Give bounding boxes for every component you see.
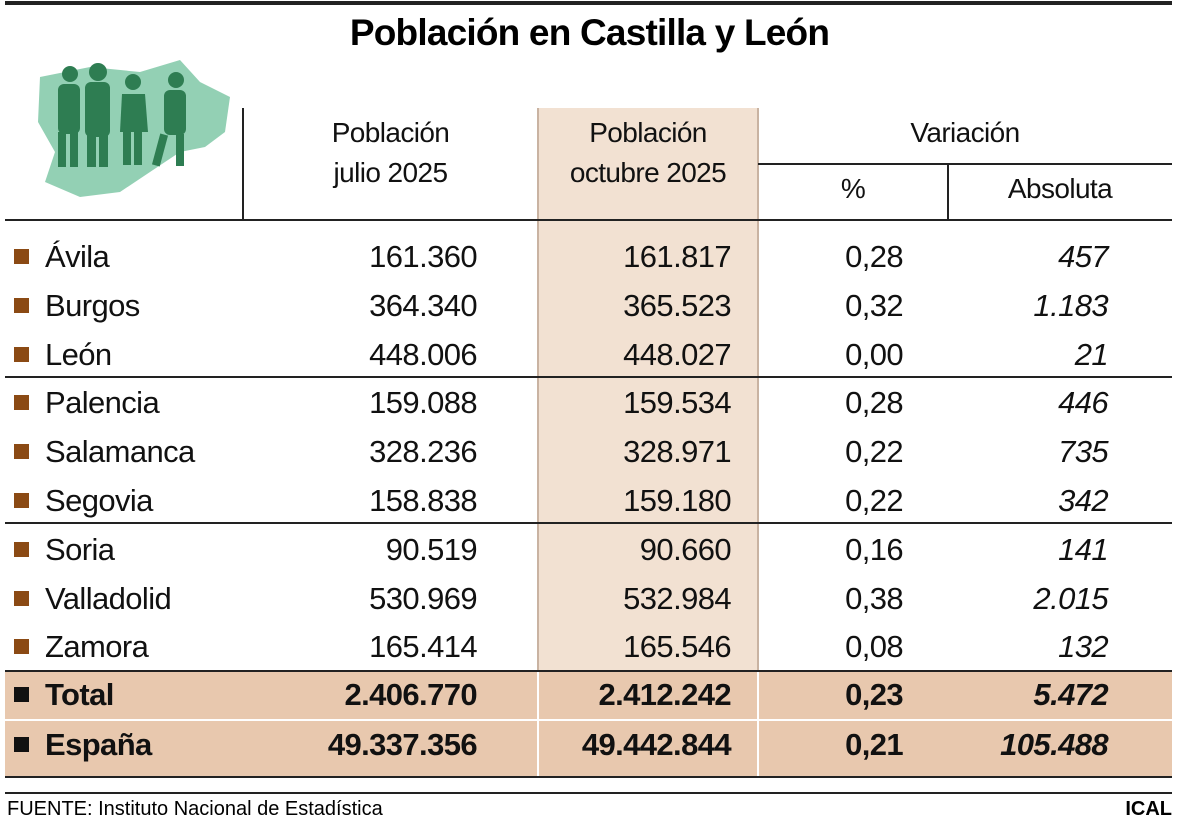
- column-rule: [242, 108, 244, 220]
- column-rule: [537, 108, 539, 671]
- top-rule: [5, 1, 1172, 5]
- table-cell: 446: [1058, 385, 1109, 421]
- region-name: Salamanca: [45, 434, 195, 470]
- region-name: Ávila: [45, 239, 110, 274]
- table-cell: 5.472: [1033, 677, 1108, 712]
- column-rule: [757, 108, 759, 671]
- table-cell: 0,00: [845, 336, 904, 372]
- table-cell: 165.414: [369, 629, 477, 665]
- table-cell: 328.236: [369, 434, 477, 470]
- source: FUENTE: Instituto Nacional de Estadístic…: [7, 798, 383, 820]
- row-marker: [14, 346, 29, 362]
- table-cell: 530.969: [369, 580, 477, 616]
- table-cell: 90.660: [639, 531, 732, 567]
- table-cell: 364.340: [369, 287, 477, 323]
- region-name: Zamora: [45, 629, 149, 665]
- table-cell: 161.360: [369, 239, 477, 274]
- table-cell: 365.523: [623, 287, 731, 323]
- row-marker: [14, 687, 29, 702]
- bottom-rule: [5, 792, 1172, 794]
- region-icon: [38, 60, 230, 197]
- region-name: Burgos: [45, 287, 140, 323]
- totals-rule: [5, 719, 1172, 721]
- column-rule: [757, 671, 759, 777]
- title: Población en Castilla y León: [349, 12, 830, 53]
- table-cell: 0,28: [845, 239, 904, 274]
- column-header: octubre 2025: [569, 157, 727, 188]
- totals-rule: [5, 670, 1172, 672]
- region-name: Palencia: [45, 385, 160, 421]
- table-cell: 159.088: [369, 385, 477, 421]
- region-name: Segovia: [45, 483, 153, 518]
- table-cell: 158.838: [369, 483, 477, 518]
- region-name: Soria: [45, 531, 115, 567]
- table-cell: 532.984: [623, 580, 731, 616]
- row-marker: [14, 590, 29, 606]
- region-name: Total: [45, 677, 114, 712]
- row-marker: [14, 737, 29, 752]
- column-header: julio 2025: [333, 157, 448, 188]
- table-cell: 49.337.356: [327, 727, 478, 762]
- table-cell: 159.534: [623, 385, 731, 421]
- october-column-shade: [538, 108, 758, 671]
- row-marker: [14, 444, 29, 460]
- table-cell: 0,21: [845, 727, 904, 762]
- table-cell: 2.406.770: [344, 677, 477, 712]
- table-cell: 0,23: [845, 677, 904, 712]
- row-marker: [14, 395, 29, 411]
- column-header: Variación: [910, 117, 1020, 148]
- table-cell: 0,22: [845, 434, 904, 470]
- column-rule: [537, 671, 539, 777]
- table-cell: 141: [1058, 531, 1109, 567]
- column-header: Absoluta: [1007, 173, 1113, 204]
- table-cell: 342: [1058, 483, 1109, 518]
- group-rule: [5, 376, 1172, 378]
- table-cell: 1.183: [1033, 287, 1108, 323]
- table-cell: 165.546: [623, 629, 731, 665]
- table-cell: 2.412.242: [598, 677, 731, 712]
- row-marker: [14, 297, 29, 313]
- table-cell: 328.971: [623, 434, 731, 470]
- table-cell: 0,16: [845, 531, 904, 567]
- credit: ICAL: [1125, 798, 1172, 820]
- row-marker: [14, 639, 29, 655]
- table-cell: 448.006: [369, 336, 477, 372]
- region-name: España: [45, 727, 152, 762]
- column-header: Población: [331, 117, 450, 148]
- table-cell: 21: [1074, 336, 1109, 372]
- row-marker: [14, 249, 29, 264]
- table-cell: 457: [1058, 239, 1109, 274]
- region-name: Valladolid: [45, 580, 172, 616]
- table-cell: 0,32: [845, 287, 904, 323]
- table-cell: 161.817: [623, 239, 731, 274]
- group-rule: [5, 522, 1172, 524]
- header-rule: [5, 219, 1172, 221]
- table-cell: 735: [1058, 434, 1109, 470]
- row-marker: [14, 541, 29, 557]
- table-cell: 105.488: [1000, 727, 1108, 762]
- table-cell: 132: [1058, 629, 1109, 665]
- table-cell: 90.519: [385, 531, 478, 567]
- column-rule: [947, 164, 949, 220]
- table-cell: 0,38: [845, 580, 904, 616]
- table-cell: 0,28: [845, 385, 904, 421]
- header-rule: [758, 163, 1172, 165]
- column-header: %: [840, 173, 866, 204]
- bottom-rule: [5, 776, 1172, 778]
- row-marker: [14, 493, 29, 508]
- table-cell: 2.015: [1033, 580, 1108, 616]
- table-cell: 159.180: [623, 483, 731, 518]
- totals-shade: [5, 671, 1172, 777]
- region-name: León: [45, 336, 112, 372]
- column-header: Población: [589, 117, 707, 148]
- table-cell: 49.442.844: [581, 727, 732, 762]
- table-cell: 0,22: [845, 483, 904, 518]
- table-cell: 0,08: [845, 629, 904, 665]
- table-cell: 448.027: [623, 336, 731, 372]
